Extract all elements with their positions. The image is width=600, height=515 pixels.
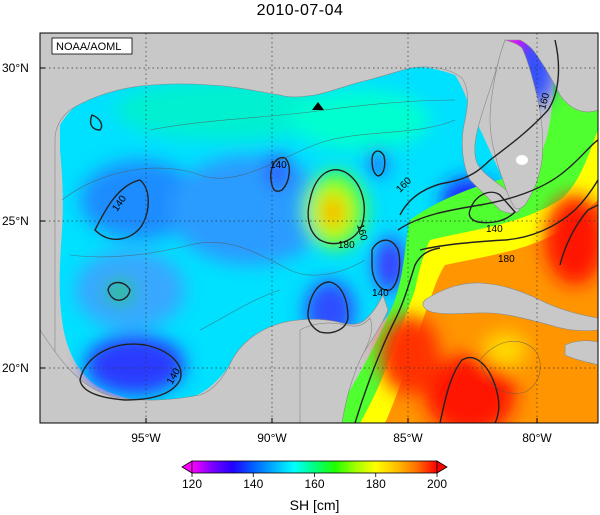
contour-label: 140 [270, 160, 287, 171]
colorbar-label: SH [cm] [290, 497, 340, 513]
map-frame [39, 32, 599, 424]
colorbar-tick-label: 180 [366, 477, 386, 491]
contour-label: 140 [372, 288, 389, 299]
map-title: 2010-07-04 [256, 2, 344, 19]
lon-label: 95°W [131, 431, 161, 445]
colorbar-min-arrow [181, 460, 193, 474]
land-us-gulf-coast [40, 33, 598, 423]
contour-label: 160 [537, 91, 552, 110]
lon-labels: 95°W 90°W 85°W 80°W [131, 431, 552, 445]
axis-ticks [40, 67, 538, 423]
thin-contours [61, 99, 541, 394]
colorbar-ticks [191, 473, 438, 477]
land-yucatan [299, 317, 372, 423]
source-badge-box [51, 37, 133, 55]
colorbar-tick-label: 140 [243, 477, 263, 491]
lat-label: 25°N [2, 214, 29, 228]
contour-label: 160 [354, 223, 369, 242]
colorbar-max-arrow [436, 460, 448, 474]
colorbar-tick-label: 120 [182, 477, 202, 491]
lat-lon-grid [40, 33, 598, 423]
station-marker-triangle [312, 102, 324, 110]
contour-label: 140 [486, 224, 503, 235]
land-hispaniola [564, 340, 598, 366]
hot-spots [380, 195, 598, 423]
lat-label: 30°N [2, 61, 29, 75]
map-area: 140 140 140 140 140 160 160 160 180 180 … [40, 33, 598, 423]
colorbar: 120 140 160 180 200 [181, 460, 448, 491]
colorbar-bar [191, 460, 438, 474]
lon-label: 80°W [522, 431, 552, 445]
land-florida-keys [489, 39, 544, 210]
land-cuba [422, 282, 598, 332]
colorbar-tick-label: 200 [427, 477, 447, 491]
source-badge: NOAA/AOML [56, 41, 121, 53]
lat-label: 20°N [2, 361, 29, 375]
lake-okeechobee [516, 155, 528, 165]
lon-label: 85°W [393, 431, 423, 445]
lon-label: 90°W [257, 431, 287, 445]
contour-label: 180 [498, 254, 515, 265]
colorbar-tick-label: 160 [304, 477, 324, 491]
contour-label: 180 [338, 240, 355, 251]
lat-labels: 30°N 25°N 20°N [2, 61, 29, 375]
